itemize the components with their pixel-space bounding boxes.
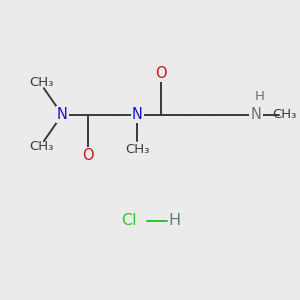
Text: N: N (57, 107, 68, 122)
Text: N: N (132, 107, 142, 122)
Text: H: H (254, 90, 264, 103)
Text: CH₃: CH₃ (29, 140, 53, 153)
Text: CH₃: CH₃ (125, 143, 149, 156)
Text: CH₃: CH₃ (273, 108, 297, 121)
Text: CH₃: CH₃ (29, 76, 53, 89)
Text: N: N (250, 107, 262, 122)
Text: H: H (169, 213, 181, 228)
Text: O: O (155, 66, 167, 81)
Text: O: O (82, 148, 94, 164)
Text: Cl: Cl (121, 213, 136, 228)
